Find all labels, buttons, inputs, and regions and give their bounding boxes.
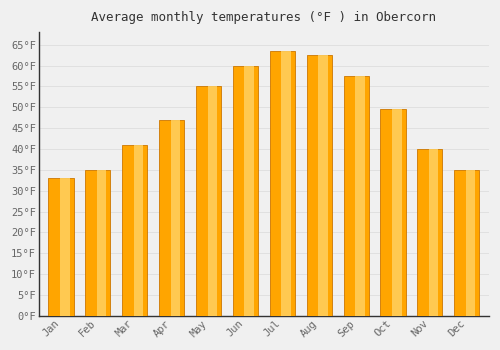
Bar [134,145,143,316]
Bar [454,170,479,316]
Bar [344,76,368,316]
Bar [418,149,442,316]
Bar [196,86,221,316]
Bar [429,149,438,316]
Bar [355,76,364,316]
Bar [282,51,291,316]
Bar [306,55,332,316]
Bar [392,109,402,316]
Bar [86,170,110,316]
Bar [170,120,180,316]
Bar [97,170,106,316]
Bar [380,109,406,316]
Bar [48,178,74,316]
Bar [122,145,148,316]
Bar [318,55,328,316]
Title: Average monthly temperatures (°F ) in Obercorn: Average monthly temperatures (°F ) in Ob… [92,11,436,24]
Bar [159,120,184,316]
Bar [270,51,295,316]
Bar [208,86,217,316]
Bar [60,178,70,316]
Bar [233,65,258,316]
Bar [244,65,254,316]
Bar [466,170,475,316]
